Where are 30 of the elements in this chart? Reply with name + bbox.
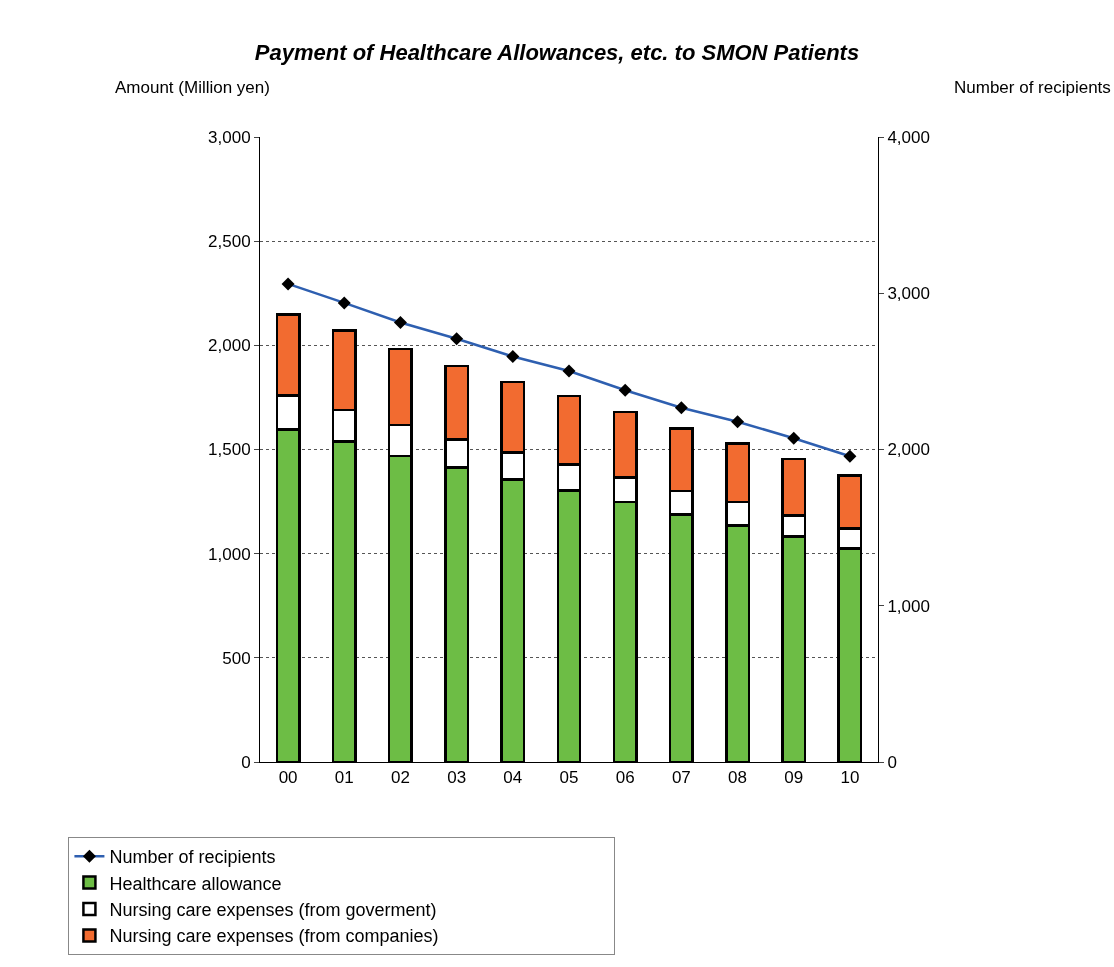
- x-tick-label: 03: [447, 768, 467, 788]
- y2-tick-label: 3,000: [887, 284, 930, 304]
- legend-label: Nursing care expenses (from goverment): [109, 900, 437, 921]
- x-tick-label: 06: [615, 768, 635, 788]
- x-tick-label: 05: [559, 768, 579, 788]
- x-tick-label: 07: [671, 768, 691, 788]
- y-tick-label: 3,000: [208, 127, 251, 147]
- x-tick-label: 02: [390, 768, 410, 788]
- x-tick-label: 01: [334, 768, 354, 788]
- y2-tick-label: 2,000: [887, 440, 930, 460]
- y-tick-label: 2,000: [208, 336, 251, 356]
- y-tick-label: 1,500: [208, 440, 251, 460]
- x-tick-label: 04: [503, 768, 523, 788]
- x-tick-label: 00: [278, 768, 298, 788]
- y2-axis-title: Number of recipients: [954, 78, 1111, 97]
- x-tick-label: 08: [728, 768, 748, 788]
- y-tick-label: 500: [222, 648, 251, 668]
- y2-tick-label: 4,000: [887, 127, 930, 147]
- y2-tick-label: 0: [887, 752, 897, 772]
- x-tick-label: 10: [840, 768, 860, 788]
- y-tick-label: 1,000: [208, 544, 251, 564]
- chart-title: Payment of Healthcare Allowances, etc. to SMON Patients: [254, 39, 860, 65]
- y2-tick-label: 1,000: [887, 596, 930, 616]
- legend-label: Number of recipients: [109, 847, 276, 868]
- legend-label: Nursing care expenses (from companies): [109, 926, 439, 947]
- y-axis-title: Amount (Million yen): [115, 78, 270, 97]
- y-tick-label: 0: [241, 752, 251, 772]
- legend-label: Healthcare allowance: [109, 873, 282, 894]
- x-tick-label: 09: [784, 768, 804, 788]
- y-tick-label: 2,500: [208, 232, 251, 252]
